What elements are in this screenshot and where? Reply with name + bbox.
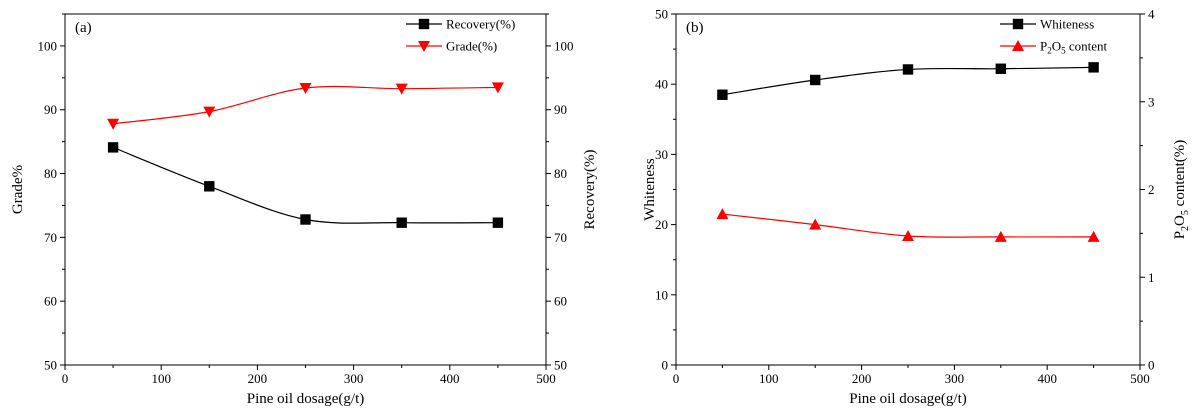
y-left-tick-label: 30 bbox=[655, 147, 668, 162]
panel-a: 0 100 200 300 400 500506070809010050607080901… bbox=[10, 13, 598, 407]
y-right-axis-label: P2O5 content(%) bbox=[1172, 140, 1191, 240]
y-left-tick-label: 90 bbox=[44, 102, 57, 117]
legend-marker bbox=[418, 41, 430, 52]
x-axis-label: Pine oil dosage(g/t) bbox=[849, 391, 966, 407]
y-left-axis-label: Whiteness bbox=[642, 158, 658, 221]
y-right-tick-label: 90 bbox=[554, 102, 567, 117]
panel-label: (a) bbox=[75, 20, 92, 36]
legend-marker bbox=[418, 18, 430, 30]
x-tick-label: 300 bbox=[344, 371, 364, 386]
y-right-tick-label: 70 bbox=[554, 230, 567, 245]
data-point bbox=[902, 64, 914, 75]
data-point bbox=[994, 230, 1007, 242]
y-left-tick-label: 20 bbox=[655, 217, 668, 232]
y-right-tick-label: 60 bbox=[554, 294, 567, 309]
x-tick-label: 400 bbox=[1037, 371, 1057, 386]
legend-marker bbox=[1012, 18, 1024, 30]
x-tick-label: 100 bbox=[151, 371, 171, 386]
y-left-axis-label: Grade% bbox=[10, 165, 26, 214]
y-right-tick-label: 0 bbox=[1148, 358, 1155, 373]
legend-marker bbox=[1012, 40, 1024, 51]
x-tick-label: 500 bbox=[1130, 371, 1150, 386]
data-point bbox=[107, 118, 120, 130]
x-axis-label: Pine oil dosage(g/t) bbox=[247, 391, 364, 407]
data-point bbox=[203, 106, 216, 118]
y-right-tick-label: 1 bbox=[1148, 270, 1155, 285]
data-point bbox=[396, 217, 407, 228]
data-point bbox=[902, 230, 914, 242]
y-left-tick-label: 0 bbox=[662, 358, 669, 373]
y-right-tick-label: 50 bbox=[554, 358, 567, 373]
y-left-tick-label: 50 bbox=[44, 358, 57, 373]
data-point bbox=[717, 89, 728, 100]
x-tick-label: 100 bbox=[759, 371, 779, 386]
legend-label: Recovery(%) bbox=[446, 17, 515, 32]
data-point bbox=[299, 83, 312, 95]
y-right-tick-label: 4 bbox=[1148, 7, 1155, 22]
y-right-tick-label: 80 bbox=[554, 166, 567, 181]
y-left-tick-label: 10 bbox=[655, 287, 668, 302]
legend-label: Whiteness bbox=[1040, 17, 1094, 32]
data-point bbox=[716, 208, 729, 220]
y-right-axis-label: Recovery(%) bbox=[582, 150, 598, 230]
x-tick-label: 0 bbox=[62, 371, 69, 386]
data-point bbox=[107, 142, 119, 153]
y-left-tick-label: 80 bbox=[44, 166, 57, 181]
x-tick-label: 200 bbox=[852, 371, 872, 386]
legend-label: P2O5 content bbox=[1040, 39, 1108, 56]
panel-label: (b) bbox=[686, 20, 704, 36]
x-tick-label: 500 bbox=[536, 371, 556, 386]
y-left-tick-label: 40 bbox=[655, 77, 668, 92]
data-point bbox=[809, 218, 822, 230]
y-left-tick-label: 60 bbox=[44, 294, 57, 309]
data-point bbox=[395, 83, 408, 95]
y-left-tick-label: 100 bbox=[38, 38, 58, 53]
data-point bbox=[204, 181, 215, 192]
x-tick-label: 300 bbox=[945, 371, 965, 386]
data-point bbox=[300, 214, 311, 225]
data-point bbox=[1088, 62, 1099, 73]
y-left-tick-label: 50 bbox=[655, 7, 668, 22]
data-point bbox=[1087, 230, 1100, 242]
data-point bbox=[492, 217, 504, 228]
data-point bbox=[995, 63, 1006, 74]
data-point bbox=[491, 82, 504, 94]
x-tick-label: 0 bbox=[673, 371, 680, 386]
x-tick-label: 200 bbox=[248, 371, 268, 386]
y-left-tick-label: 70 bbox=[44, 230, 57, 245]
data-point bbox=[810, 74, 821, 86]
legend-label: Grade(%) bbox=[446, 39, 497, 54]
y-right-tick-label: 2 bbox=[1148, 182, 1155, 197]
series-line-0 bbox=[112, 146, 498, 224]
y-right-tick-label: 100 bbox=[554, 38, 574, 53]
plot-frame bbox=[64, 13, 547, 366]
x-tick-label: 400 bbox=[440, 371, 460, 386]
y-right-tick-label: 3 bbox=[1148, 94, 1155, 109]
